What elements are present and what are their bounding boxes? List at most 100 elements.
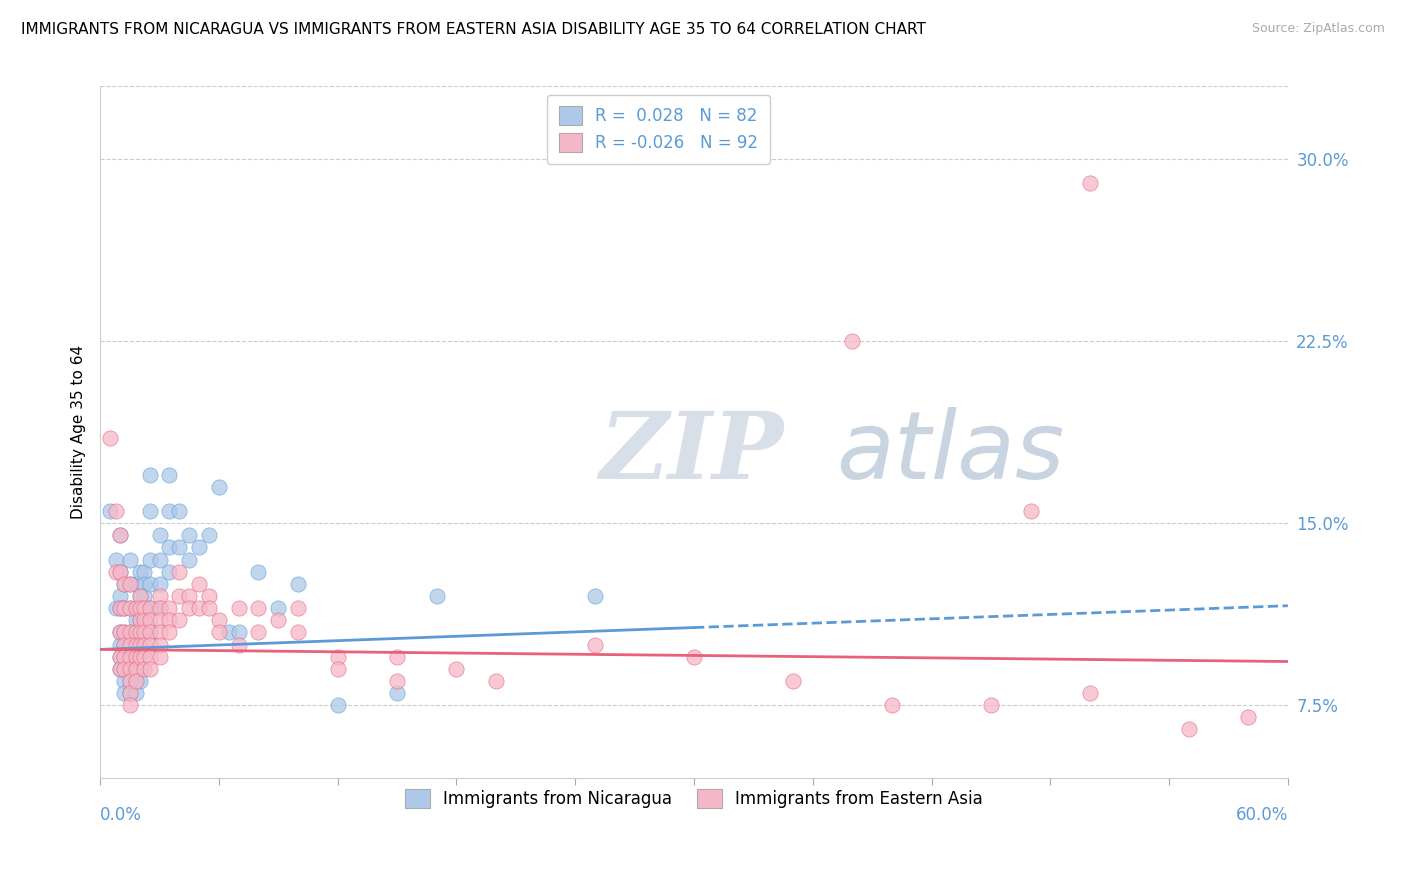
Point bbox=[118, 698, 141, 713]
Point bbox=[841, 334, 863, 348]
Point bbox=[118, 662, 141, 676]
Point bbox=[148, 625, 170, 640]
Point bbox=[179, 528, 201, 542]
Point bbox=[138, 625, 160, 640]
Point bbox=[148, 577, 170, 591]
Point bbox=[287, 625, 309, 640]
Point bbox=[446, 662, 468, 676]
Point bbox=[118, 649, 141, 664]
Point bbox=[125, 577, 148, 591]
Y-axis label: Disability Age 35 to 64: Disability Age 35 to 64 bbox=[72, 345, 86, 519]
Point bbox=[132, 625, 155, 640]
Point bbox=[104, 565, 127, 579]
Point bbox=[169, 504, 191, 518]
Point bbox=[132, 565, 155, 579]
Point bbox=[112, 577, 135, 591]
Legend: Immigrants from Nicaragua, Immigrants from Eastern Asia: Immigrants from Nicaragua, Immigrants fr… bbox=[395, 780, 993, 818]
Point bbox=[128, 601, 150, 615]
Point bbox=[138, 601, 160, 615]
Point bbox=[583, 589, 606, 603]
Point bbox=[118, 662, 141, 676]
Point bbox=[112, 649, 135, 664]
Text: ZIP: ZIP bbox=[599, 408, 783, 498]
Point bbox=[128, 589, 150, 603]
Point bbox=[125, 613, 148, 627]
Point bbox=[157, 601, 180, 615]
Point bbox=[118, 625, 141, 640]
Point bbox=[228, 601, 250, 615]
Point bbox=[108, 638, 131, 652]
Point bbox=[157, 625, 180, 640]
Point bbox=[880, 698, 903, 713]
Text: Source: ZipAtlas.com: Source: ZipAtlas.com bbox=[1251, 22, 1385, 36]
Point bbox=[228, 625, 250, 640]
Point bbox=[104, 552, 127, 566]
Point bbox=[326, 698, 349, 713]
Point bbox=[138, 662, 160, 676]
Point bbox=[118, 577, 141, 591]
Point bbox=[138, 625, 160, 640]
Point bbox=[188, 541, 211, 555]
Point bbox=[179, 601, 201, 615]
Point bbox=[138, 552, 160, 566]
Point bbox=[118, 649, 141, 664]
Point bbox=[157, 613, 180, 627]
Point bbox=[385, 673, 408, 688]
Point bbox=[138, 649, 160, 664]
Point bbox=[208, 613, 231, 627]
Text: 0.0%: 0.0% bbox=[100, 805, 142, 823]
Point bbox=[179, 552, 201, 566]
Point bbox=[132, 638, 155, 652]
Point bbox=[108, 625, 131, 640]
Point bbox=[198, 528, 221, 542]
Point bbox=[148, 613, 170, 627]
Point bbox=[188, 601, 211, 615]
Point bbox=[247, 565, 270, 579]
Point bbox=[1019, 504, 1042, 518]
Point bbox=[132, 662, 155, 676]
Point bbox=[169, 613, 191, 627]
Point bbox=[385, 686, 408, 700]
Point bbox=[112, 601, 135, 615]
Point bbox=[148, 601, 170, 615]
Point bbox=[112, 625, 135, 640]
Point bbox=[118, 673, 141, 688]
Point bbox=[104, 601, 127, 615]
Point bbox=[198, 589, 221, 603]
Point bbox=[138, 613, 160, 627]
Point bbox=[198, 601, 221, 615]
Point bbox=[326, 662, 349, 676]
Point bbox=[112, 649, 135, 664]
Point bbox=[132, 613, 155, 627]
Point bbox=[267, 601, 290, 615]
Point bbox=[118, 638, 141, 652]
Point bbox=[138, 467, 160, 482]
Point bbox=[128, 638, 150, 652]
Point bbox=[118, 601, 141, 615]
Point bbox=[108, 662, 131, 676]
Point bbox=[782, 673, 804, 688]
Point bbox=[108, 528, 131, 542]
Point bbox=[157, 504, 180, 518]
Point bbox=[148, 552, 170, 566]
Point bbox=[118, 686, 141, 700]
Point bbox=[583, 638, 606, 652]
Point bbox=[128, 613, 150, 627]
Point bbox=[112, 577, 135, 591]
Point bbox=[1237, 710, 1260, 724]
Point bbox=[104, 504, 127, 518]
Point bbox=[125, 662, 148, 676]
Point bbox=[125, 625, 148, 640]
Point bbox=[125, 601, 148, 615]
Point bbox=[118, 673, 141, 688]
Point bbox=[148, 528, 170, 542]
Point bbox=[125, 601, 148, 615]
Point bbox=[132, 649, 155, 664]
Point bbox=[128, 625, 150, 640]
Point bbox=[157, 565, 180, 579]
Point bbox=[169, 541, 191, 555]
Point bbox=[118, 577, 141, 591]
Point bbox=[125, 673, 148, 688]
Point bbox=[132, 589, 155, 603]
Point bbox=[125, 625, 148, 640]
